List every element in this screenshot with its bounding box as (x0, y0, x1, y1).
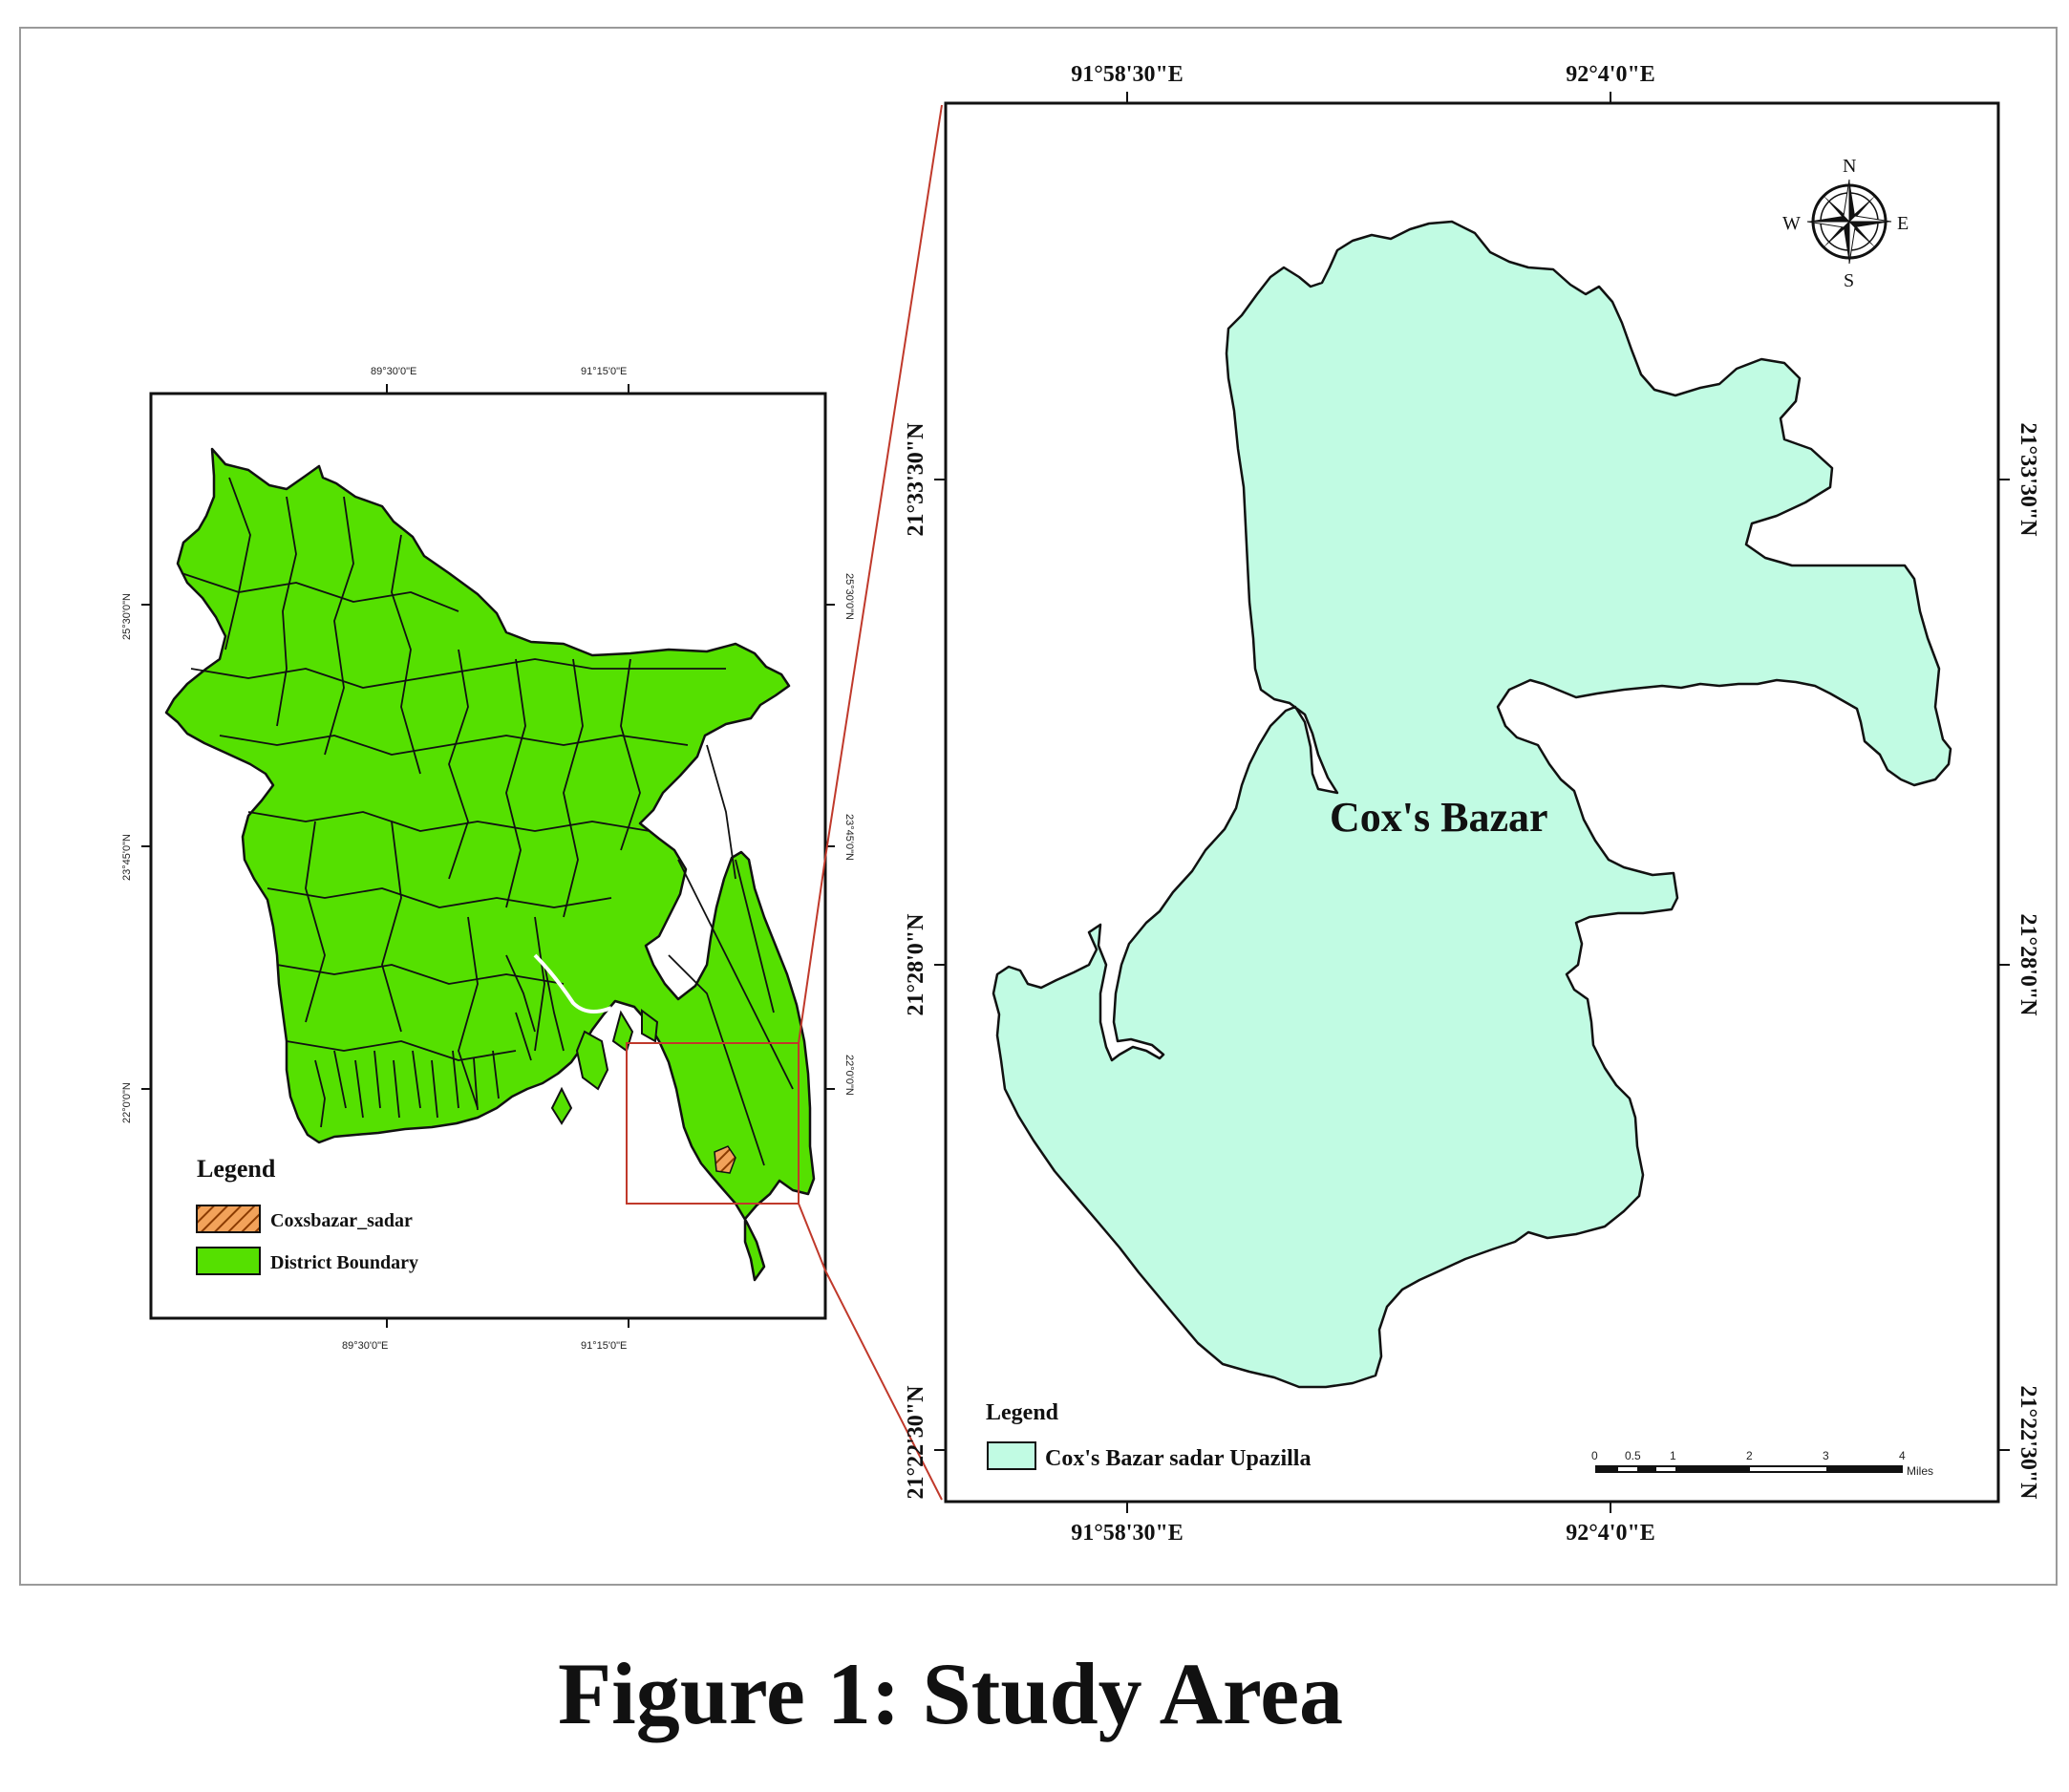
detail-legend: Legend Cox's Bazar sadar Upazilla (986, 1400, 1311, 1471)
detail-bottom-x-label: 91°58'30"E (1071, 1521, 1184, 1546)
detail-right-y-label: 21°28'0"N (2016, 914, 2040, 1017)
figure-frame (19, 27, 2058, 1586)
legend-swatch-district (196, 1247, 261, 1275)
compass-west-label: W (1782, 213, 1801, 234)
overview-left-y-label: 25°30'0"N (121, 593, 133, 640)
detail-right-y-label: 21°22'30"N (2016, 1386, 2040, 1501)
overview-top-x-label: 91°15'0"E (581, 366, 627, 377)
legend-swatch-upazilla (987, 1441, 1036, 1470)
scale-tick-label: 3 (1823, 1449, 1829, 1462)
detail-left-y-label: 21°28'0"N (904, 913, 928, 1016)
figure-caption: Figure 1: Study Area (557, 1645, 1344, 1742)
compass-east-label: E (1897, 213, 1909, 234)
compass-south-label: S (1844, 270, 1854, 291)
scale-unit-label: Miles (1907, 1464, 1933, 1478)
legend-swatch-coxsbazar (196, 1205, 261, 1233)
compass-rose-icon: N S E W (1782, 156, 1909, 291)
detail-right-y-label: 21°33'30"N (2016, 423, 2040, 538)
zoom-connector-lines (798, 104, 943, 1501)
legend-item-district: District Boundary (270, 1252, 418, 1273)
coxs-bazar-upazilla-polygon (992, 220, 1952, 1389)
scale-tick-label: 1 (1670, 1449, 1676, 1462)
legend-item-upazilla: Cox's Bazar sadar Upazilla (1045, 1446, 1311, 1471)
zoom-extent-box (626, 1042, 800, 1205)
scale-tick-label: 2 (1746, 1449, 1753, 1462)
legend-item-coxsbazar: Coxsbazar_sadar (270, 1210, 413, 1231)
overview-right-y-label: 23°45'0"N (843, 814, 855, 861)
detail-left-y-label: 21°33'30"N (904, 422, 928, 537)
coxsbazar-sadar-area (714, 1145, 736, 1174)
overview-right-y-label: 25°30'0"N (843, 573, 855, 620)
scale-bar: 0 0.5 1 2 3 4 Miles (1591, 1449, 1933, 1478)
detail-top-x-label: 92°4'0"E (1566, 62, 1655, 87)
bangladesh-district-map (164, 447, 816, 1282)
overview-top-x-label: 89°30'0"E (371, 366, 416, 377)
scale-tick-label: 0.5 (1625, 1449, 1641, 1462)
compass-north-label: N (1843, 156, 1856, 177)
overview-right-y-label: 22°0'0"N (843, 1055, 855, 1096)
scale-tick-label: 0 (1591, 1449, 1598, 1462)
detail-top-x-label: 91°58'30"E (1071, 62, 1184, 87)
detail-map: 91°58'30"E 92°4'0"E 91°58'30"E 92°4'0"E … (904, 62, 2040, 1546)
overview-left-y-label: 23°45'0"N (121, 834, 133, 881)
detail-bottom-x-label: 92°4'0"E (1566, 1521, 1655, 1546)
overview-bottom-x-label: 89°30'0"E (342, 1340, 388, 1352)
detail-left-y-label: 21°22'30"N (904, 1385, 928, 1500)
district-boundaries (181, 477, 794, 1166)
scale-tick-label: 4 (1899, 1449, 1906, 1462)
overview-legend-title: Legend (197, 1155, 276, 1183)
place-label-coxs-bazar: Cox's Bazar (1330, 794, 1548, 841)
overview-legend: Legend Coxsbazar_sadar District Boundary (196, 1155, 418, 1275)
overview-bottom-x-label: 91°15'0"E (581, 1340, 627, 1352)
overview-map: 89°30'0"E 91°15'0"E 89°30'0"E 91°15'0"E … (121, 366, 855, 1352)
overview-left-y-label: 22°0'0"N (121, 1082, 133, 1123)
detail-legend-title: Legend (986, 1400, 1059, 1425)
